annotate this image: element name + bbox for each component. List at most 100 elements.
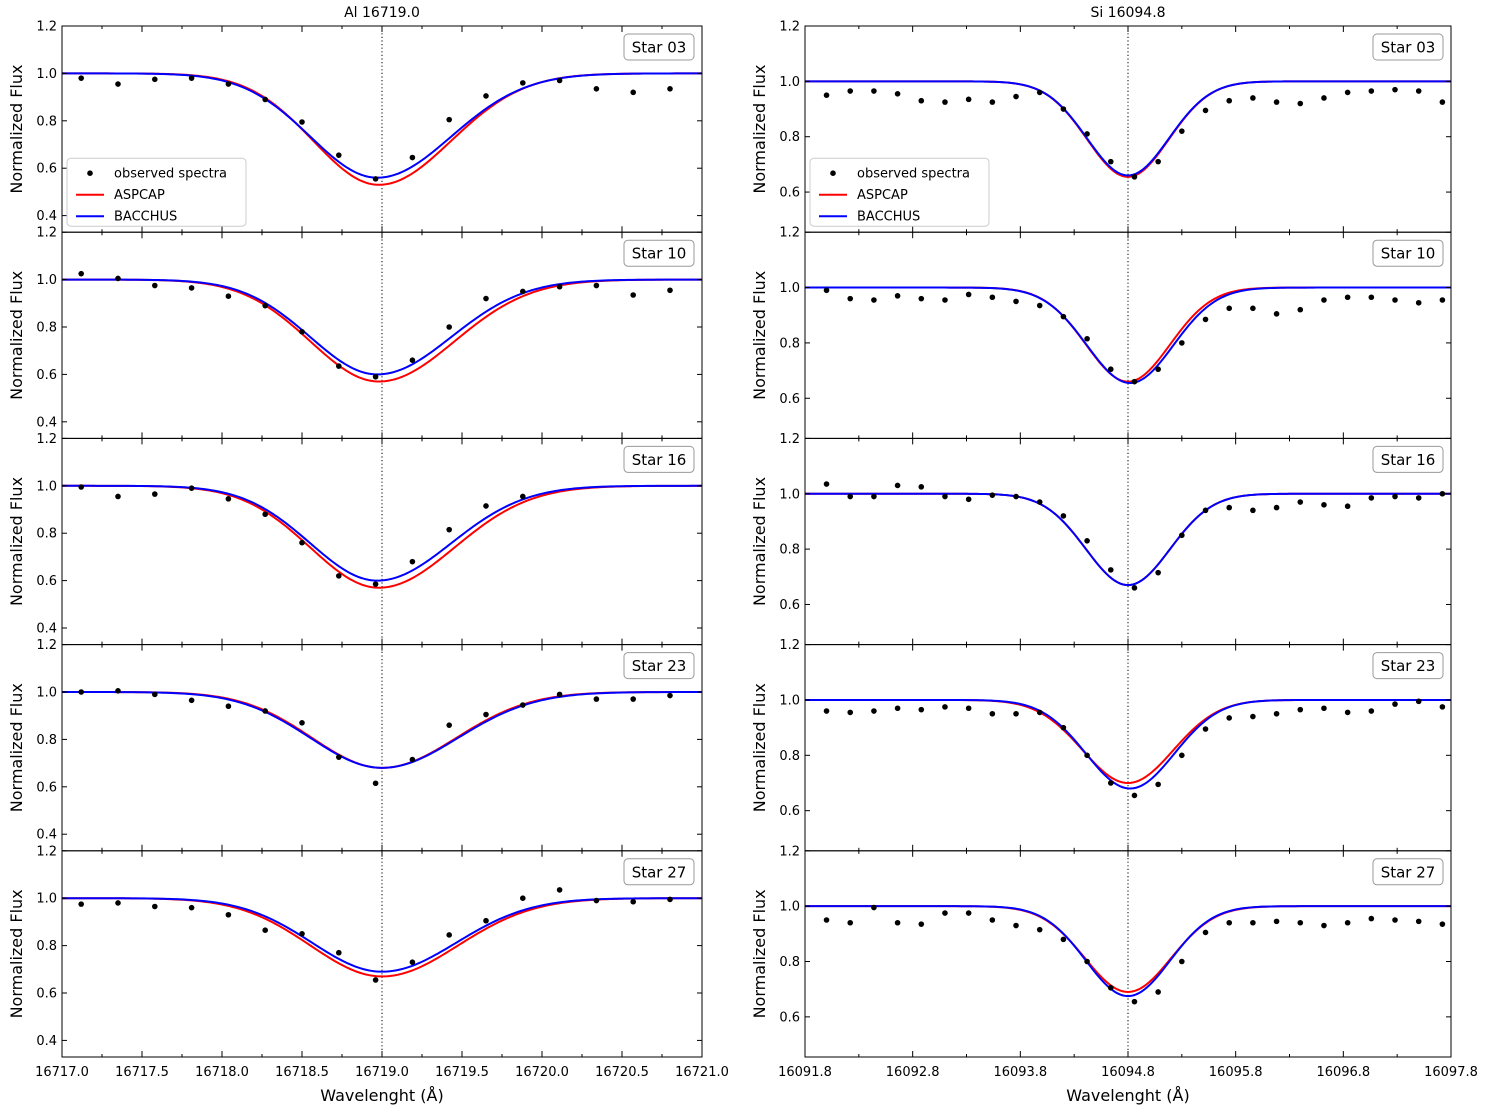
observed-point [965, 705, 972, 712]
x-tick-label: 16095.8 [1209, 1065, 1263, 1080]
observed-point [1226, 715, 1233, 721]
observed-point [409, 959, 416, 965]
observed-point [1439, 490, 1446, 497]
observed-point [1344, 503, 1351, 510]
observed-point [152, 76, 158, 83]
observed-point [299, 539, 305, 546]
observed-point [1439, 297, 1446, 303]
y-axis-label: Normalized Flux [750, 271, 769, 400]
observed-point [520, 493, 526, 500]
y-tick-label: 0.4 [36, 415, 57, 430]
star-label: Star 10 [632, 245, 687, 263]
star-label: Star 10 [1381, 245, 1436, 263]
y-tick-label: 1.0 [779, 900, 800, 915]
legend-marker-observed [87, 170, 93, 176]
plot-area [62, 26, 702, 233]
x-tick-label: 16720.0 [515, 1065, 569, 1080]
observed-point [1084, 131, 1090, 137]
panel-frame [804, 437, 1452, 646]
plot-area [805, 438, 1451, 645]
y-tick-label: 1.2 [779, 20, 800, 35]
observed-point [918, 295, 925, 302]
y-tick-label: 1.2 [779, 226, 800, 241]
observed-point [1107, 567, 1114, 573]
observed-point [1202, 507, 1209, 514]
legend: observed spectra ASPCAP BACCHUS [66, 157, 247, 227]
observed-point [593, 897, 600, 904]
observed-point [1392, 917, 1398, 923]
star-label: Star 03 [632, 39, 687, 57]
panel-frame [804, 644, 1452, 852]
panel-0-2: 0.4 0.6 0.8 1.0 1.2 Normalized Flux Star 16 [7, 432, 703, 646]
observed-point [336, 573, 342, 579]
observed-point [1013, 93, 1019, 100]
star-label-box [1372, 33, 1444, 61]
observed-point [78, 901, 84, 907]
observed-point [1392, 493, 1398, 500]
observed-point [299, 119, 305, 125]
observed-point [188, 904, 195, 911]
star-label-box [1372, 445, 1444, 473]
y-axis-label: Normalized Flux [7, 271, 26, 400]
observed-point [1273, 311, 1280, 317]
observed-point [1155, 781, 1161, 788]
y-axis-label: Normalized Flux [7, 477, 26, 606]
panel-1-2: 0.6 0.8 1.0 1.2 Normalized Flux Star 16 [750, 432, 1452, 646]
observed-point [1439, 99, 1446, 105]
observed-point [115, 900, 121, 906]
observed-point [1321, 502, 1327, 508]
observed-point [823, 287, 830, 294]
observed-point [1131, 174, 1138, 180]
observed-point [152, 903, 158, 910]
observed-point [299, 328, 305, 335]
plot-area [805, 26, 1451, 233]
observed-point [965, 910, 972, 916]
observed-point [965, 291, 972, 298]
observed-point [942, 297, 948, 303]
y-tick-label: 1.2 [36, 226, 57, 241]
observed-point [1131, 792, 1138, 799]
observed-point [262, 511, 269, 518]
y-tick-label: 0.8 [36, 114, 57, 129]
legend-label: BACCHUS [857, 210, 920, 225]
observed-point [115, 81, 121, 87]
observed-point [372, 373, 379, 380]
observed-point [1368, 294, 1375, 301]
x-tick-label: 16092.8 [886, 1065, 940, 1080]
observed-point [336, 754, 342, 760]
observed-point [989, 492, 996, 498]
y-tick-label: 0.8 [36, 527, 57, 542]
observed-point [78, 270, 84, 277]
observed-point [188, 75, 195, 81]
observed-point [918, 706, 925, 713]
x-axis-label: Wavelenght (Å) [320, 1086, 443, 1105]
observed-point [871, 297, 877, 303]
x-tick-label: 16719.5 [435, 1065, 489, 1080]
panel-1-3: 0.6 0.8 1.0 1.2 Normalized Flux Star 23 [750, 638, 1452, 852]
observed-point [262, 927, 269, 933]
observed-point [989, 294, 996, 301]
observed-point [299, 930, 305, 937]
y-tick-label: 1.2 [36, 432, 57, 447]
observed-point [152, 491, 158, 497]
legend-marker-observed [830, 170, 836, 176]
observed-point [1060, 513, 1067, 519]
observed-point [262, 302, 269, 309]
observed-point [894, 293, 901, 299]
plot-area [805, 644, 1451, 851]
observed-point [1013, 298, 1019, 305]
observed-point [152, 282, 158, 289]
observed-point [1202, 316, 1209, 323]
observed-point [1368, 495, 1375, 501]
y-axis-label: Normalized Flux [750, 477, 769, 606]
observed-point [446, 324, 453, 330]
x-tick-label: 16721.0 [675, 1065, 729, 1080]
y-tick-label: 1.0 [779, 75, 800, 90]
y-tick-label: 0.4 [36, 1034, 57, 1049]
observed-point [520, 702, 526, 708]
observed-point [1415, 918, 1422, 925]
observed-point [1297, 706, 1304, 713]
observed-point [593, 696, 600, 702]
y-tick-label: 1.2 [779, 844, 800, 859]
observed-point [667, 692, 673, 699]
